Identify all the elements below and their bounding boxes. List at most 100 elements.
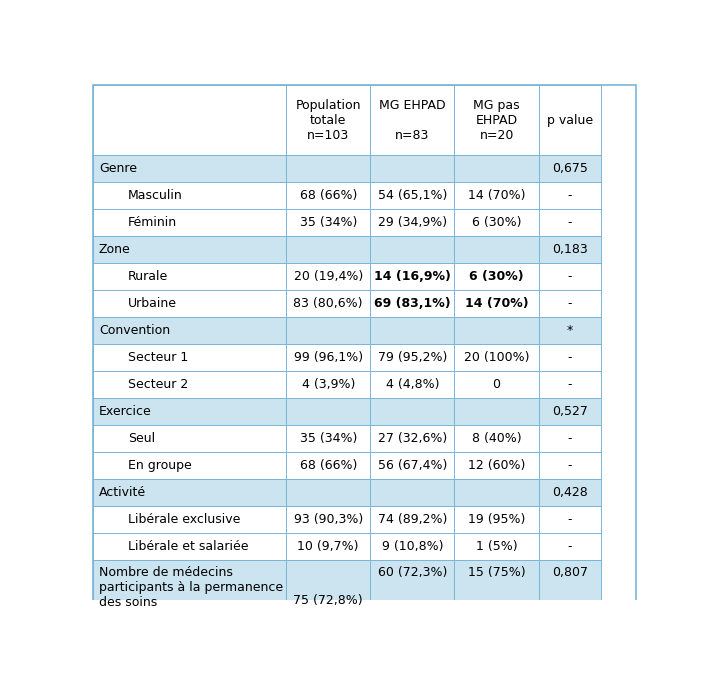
FancyBboxPatch shape [454,371,539,398]
FancyBboxPatch shape [286,533,370,560]
FancyBboxPatch shape [370,371,454,398]
FancyBboxPatch shape [93,560,286,642]
Text: 0,428: 0,428 [552,486,587,499]
FancyBboxPatch shape [286,236,370,263]
Text: 75 (72,8%): 75 (72,8%) [293,594,363,607]
Text: Urbaine: Urbaine [128,297,177,310]
FancyBboxPatch shape [286,85,370,155]
Text: 14 (70%): 14 (70%) [468,189,525,202]
FancyBboxPatch shape [370,317,454,344]
Text: 14 (16,9%): 14 (16,9%) [374,270,451,283]
FancyBboxPatch shape [93,155,286,182]
Text: 20 (19,4%): 20 (19,4%) [293,270,363,283]
Text: 68 (66%): 68 (66%) [300,189,357,202]
Text: 10 (9,7%): 10 (9,7%) [298,540,359,553]
FancyBboxPatch shape [286,371,370,398]
FancyBboxPatch shape [93,533,286,560]
FancyBboxPatch shape [286,425,370,452]
Text: 60 (72,3%): 60 (72,3%) [378,566,447,579]
Text: 8 (40%): 8 (40%) [472,432,521,445]
Text: -: - [567,459,572,472]
FancyBboxPatch shape [539,398,601,425]
Text: 35 (34%): 35 (34%) [300,216,357,229]
FancyBboxPatch shape [454,479,539,506]
FancyBboxPatch shape [370,533,454,560]
Text: 79 (95,2%): 79 (95,2%) [378,351,447,364]
FancyBboxPatch shape [454,290,539,317]
Text: 74 (89,2%): 74 (89,2%) [378,513,447,526]
FancyBboxPatch shape [370,398,454,425]
Text: 6 (30%): 6 (30%) [469,270,524,283]
FancyBboxPatch shape [286,290,370,317]
Text: 0,527: 0,527 [552,405,588,418]
Text: MG pas
EHPAD
n=20: MG pas EHPAD n=20 [473,98,520,142]
FancyBboxPatch shape [286,317,370,344]
Text: *: * [567,324,573,337]
FancyBboxPatch shape [93,371,286,398]
FancyBboxPatch shape [370,344,454,371]
Text: 93 (90,3%): 93 (90,3%) [293,513,363,526]
FancyBboxPatch shape [454,317,539,344]
FancyBboxPatch shape [539,209,601,236]
Text: 20 (100%): 20 (100%) [464,351,529,364]
FancyBboxPatch shape [370,290,454,317]
FancyBboxPatch shape [539,317,601,344]
FancyBboxPatch shape [93,317,286,344]
Text: 12 (60%): 12 (60%) [468,459,525,472]
FancyBboxPatch shape [370,560,454,642]
FancyBboxPatch shape [286,398,370,425]
Text: Libérale et salariée: Libérale et salariée [128,540,248,553]
FancyBboxPatch shape [539,290,601,317]
FancyBboxPatch shape [93,263,286,290]
Text: 14 (70%): 14 (70%) [465,297,528,310]
FancyBboxPatch shape [539,344,601,371]
Text: Exercice: Exercice [99,405,152,418]
FancyBboxPatch shape [539,533,601,560]
Text: -: - [567,216,572,229]
Text: 0: 0 [493,378,501,391]
FancyBboxPatch shape [370,209,454,236]
FancyBboxPatch shape [286,479,370,506]
Text: -: - [567,513,572,526]
Text: 0,675: 0,675 [552,162,588,175]
FancyBboxPatch shape [286,182,370,209]
FancyBboxPatch shape [370,479,454,506]
FancyBboxPatch shape [286,506,370,533]
Text: Féminin: Féminin [128,216,177,229]
FancyBboxPatch shape [454,209,539,236]
Text: p value: p value [547,113,593,127]
FancyBboxPatch shape [93,452,286,479]
Text: 35 (34%): 35 (34%) [300,432,357,445]
FancyBboxPatch shape [370,452,454,479]
FancyBboxPatch shape [454,425,539,452]
Text: Libérale exclusive: Libérale exclusive [128,513,241,526]
Text: 54 (65,1%): 54 (65,1%) [378,189,447,202]
FancyBboxPatch shape [539,371,601,398]
FancyBboxPatch shape [93,479,286,506]
FancyBboxPatch shape [454,263,539,290]
Text: 29 (34,9%): 29 (34,9%) [378,216,447,229]
Text: 4 (3,9%): 4 (3,9%) [302,378,355,391]
FancyBboxPatch shape [93,209,286,236]
FancyBboxPatch shape [539,263,601,290]
Text: 1 (5%): 1 (5%) [476,540,518,553]
Text: Genre: Genre [99,162,137,175]
Text: 6 (30%): 6 (30%) [472,216,521,229]
FancyBboxPatch shape [539,560,601,642]
Text: Seul: Seul [128,432,155,445]
Text: 56 (67,4%): 56 (67,4%) [378,459,447,472]
FancyBboxPatch shape [93,344,286,371]
Text: Nombre de médecins
participants à la permanence
des soins: Nombre de médecins participants à la per… [99,566,283,609]
FancyBboxPatch shape [93,85,286,155]
Text: 4 (4,8%): 4 (4,8%) [386,378,439,391]
Text: 83 (80,6%): 83 (80,6%) [293,297,363,310]
Text: Zone: Zone [99,243,131,256]
Text: Secteur 1: Secteur 1 [128,351,189,364]
FancyBboxPatch shape [454,236,539,263]
FancyBboxPatch shape [93,290,286,317]
FancyBboxPatch shape [93,236,286,263]
FancyBboxPatch shape [539,506,601,533]
FancyBboxPatch shape [286,452,370,479]
Text: Secteur 2: Secteur 2 [128,378,189,391]
Text: Population
totale
n=103: Population totale n=103 [295,98,361,142]
